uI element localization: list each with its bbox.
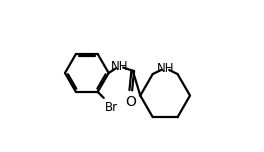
Text: NH: NH	[156, 62, 174, 74]
Text: NH: NH	[110, 60, 128, 73]
Text: Br: Br	[105, 101, 118, 114]
Text: O: O	[125, 95, 136, 109]
